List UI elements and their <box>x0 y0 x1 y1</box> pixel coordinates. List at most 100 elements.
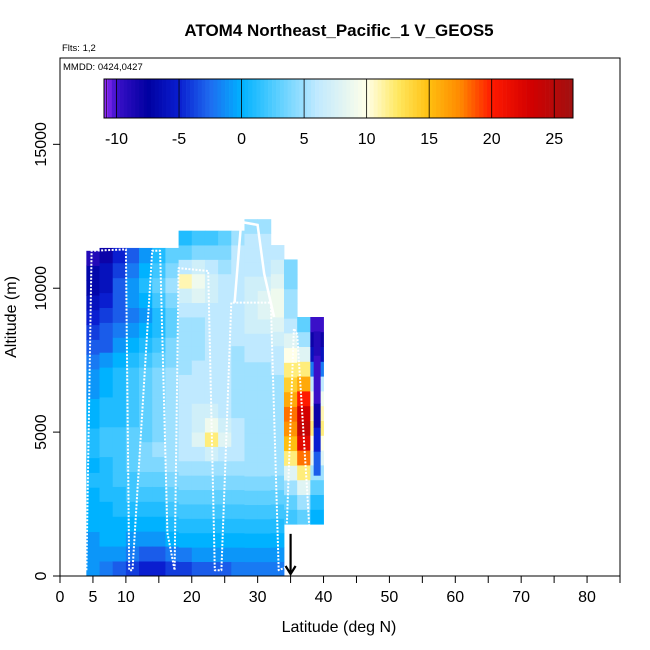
colorbar-swatch <box>537 79 543 118</box>
curtain-cell <box>112 441 127 458</box>
curtain-cell <box>231 302 245 318</box>
curtain-cell <box>297 391 311 407</box>
curtain-cell <box>244 461 259 477</box>
colorbar-swatch <box>256 79 261 118</box>
curtain-cell <box>218 403 232 419</box>
colorbar-swatch <box>127 79 132 118</box>
curtain-cell <box>270 561 285 577</box>
curtain-cell <box>231 230 245 246</box>
y-tick-label: 0 <box>33 571 50 580</box>
curtain-cell <box>218 374 232 390</box>
curtain-cell <box>284 465 298 481</box>
curtain-cell <box>218 432 232 447</box>
colorbar-swatch <box>381 79 386 118</box>
colorbar-swatch <box>170 79 175 118</box>
curtain-cell <box>99 247 114 264</box>
curtain-cell <box>178 331 193 347</box>
curtain-cell <box>244 361 259 377</box>
curtain-cell <box>112 382 127 398</box>
curtain-cell <box>231 417 245 433</box>
curtain-cell <box>112 561 127 577</box>
curtain-cell <box>86 250 100 266</box>
curtain-cell <box>244 518 259 534</box>
curtain-cell <box>257 476 272 491</box>
x-tick-label: 10 <box>117 589 135 606</box>
curtain-cell <box>270 475 285 491</box>
curtain-cell <box>86 265 100 281</box>
curtain-cell <box>99 456 114 473</box>
curtain-cell <box>112 471 127 487</box>
colorbar-swatch <box>139 79 144 118</box>
colorbar-swatch <box>350 79 355 118</box>
curtain-cell <box>165 531 179 547</box>
colorbar-swatch <box>229 79 234 118</box>
colorbar-swatch <box>510 79 515 118</box>
curtain-cell <box>244 276 259 291</box>
curtain-cell <box>99 546 114 562</box>
plot-frame <box>59 57 621 577</box>
curtain-cell <box>99 337 114 353</box>
curtain-cell <box>178 273 193 289</box>
curtain-cell <box>231 360 245 375</box>
curtain-cell <box>244 504 259 520</box>
curtain-cell <box>218 273 232 289</box>
curtain-cell <box>165 561 179 577</box>
colorbar-tick-label: -5 <box>172 131 186 148</box>
curtain-cell <box>139 471 153 487</box>
curtain-cell <box>284 480 298 496</box>
curtain-cell <box>112 426 127 443</box>
colorbar-swatch <box>334 79 339 118</box>
curtain-cell <box>191 518 206 534</box>
curtain-cell <box>297 376 311 392</box>
colorbar-swatch <box>498 79 503 118</box>
colorbar-swatch <box>213 79 218 118</box>
curtain-cell <box>231 460 245 476</box>
curtain-cell <box>178 460 193 476</box>
curtain-cell <box>257 518 272 534</box>
colorbar-swatch <box>444 79 449 118</box>
curtain-cell <box>284 288 298 304</box>
curtain-cell <box>139 546 153 562</box>
curtain-cell <box>244 433 259 448</box>
curtain-cell <box>257 319 272 334</box>
curtain-cell <box>191 460 206 476</box>
curtain-cell <box>270 374 285 390</box>
colorbar-swatch <box>506 79 511 118</box>
colorbar-swatch <box>440 79 445 118</box>
curtain-cell <box>178 374 193 390</box>
colorbar-swatch <box>115 79 120 118</box>
curtain-cell <box>165 307 179 323</box>
colorbar-swatch <box>373 79 378 118</box>
curtain-cell <box>99 516 114 532</box>
colorbar-swatch <box>557 79 562 118</box>
colorbar-tick-label: -10 <box>105 131 128 148</box>
curtain-cell <box>86 369 100 385</box>
curtain-cell <box>218 331 232 347</box>
curtain-cell <box>139 426 153 443</box>
colorbar-swatch <box>146 79 152 118</box>
curtain-cell <box>165 262 179 279</box>
colorbar-swatch <box>240 79 245 118</box>
curtain-cell <box>310 494 324 510</box>
curtain-cell <box>257 461 272 477</box>
colorbar-swatch <box>217 79 222 118</box>
curtain-cell <box>297 494 311 510</box>
curtain-cell <box>191 345 206 361</box>
colorbar-swatch <box>244 79 249 118</box>
curtain-cell <box>125 382 140 398</box>
curtain-cell <box>218 288 232 304</box>
curtain-cell <box>112 277 127 294</box>
colorbar-swatch <box>291 79 296 118</box>
curtain-cell <box>99 367 114 383</box>
curtain-cell <box>270 403 285 419</box>
curtain-cell <box>178 288 193 304</box>
x-tick-label: 80 <box>578 589 596 606</box>
curtain-cell <box>257 247 272 263</box>
colorbar-swatch <box>416 79 421 118</box>
curtain-cell <box>125 367 140 383</box>
curtain-cell <box>257 504 272 520</box>
colorbar-swatch <box>248 79 253 118</box>
curtain-cell <box>244 390 259 406</box>
curtain-cell <box>125 307 140 323</box>
curtain-cell <box>231 374 245 390</box>
